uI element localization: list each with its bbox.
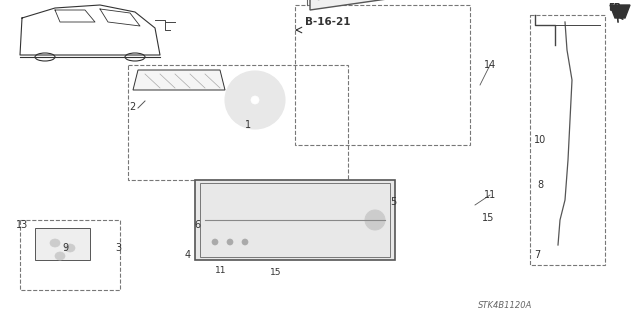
Polygon shape <box>310 0 450 10</box>
Circle shape <box>242 239 248 245</box>
Text: 6: 6 <box>194 220 200 230</box>
Text: FR.: FR. <box>608 3 625 12</box>
Ellipse shape <box>65 244 75 252</box>
Text: 2: 2 <box>129 102 135 112</box>
Text: 11: 11 <box>484 190 496 200</box>
Text: 9: 9 <box>62 243 68 253</box>
Ellipse shape <box>225 71 285 129</box>
Circle shape <box>227 239 233 245</box>
Polygon shape <box>610 5 630 18</box>
Text: 13: 13 <box>16 220 28 230</box>
Text: STK4B1120A: STK4B1120A <box>478 300 532 309</box>
Text: 15: 15 <box>482 213 494 223</box>
Text: 5: 5 <box>390 197 396 207</box>
Polygon shape <box>35 228 90 260</box>
Text: 11: 11 <box>215 266 227 275</box>
Circle shape <box>365 210 385 230</box>
Text: 1: 1 <box>245 120 251 130</box>
Polygon shape <box>133 70 225 90</box>
Text: 10: 10 <box>534 135 546 145</box>
Text: 12: 12 <box>609 3 621 13</box>
Ellipse shape <box>55 252 65 260</box>
Text: 14: 14 <box>484 60 496 70</box>
Text: 8: 8 <box>537 180 543 190</box>
Ellipse shape <box>251 96 259 104</box>
Polygon shape <box>195 180 395 260</box>
Text: 7: 7 <box>534 250 540 260</box>
Ellipse shape <box>50 239 60 247</box>
Text: 3: 3 <box>115 243 121 253</box>
Circle shape <box>212 239 218 245</box>
Text: 15: 15 <box>270 268 282 277</box>
Text: B-16-21: B-16-21 <box>305 17 351 27</box>
Text: 4: 4 <box>185 250 191 260</box>
